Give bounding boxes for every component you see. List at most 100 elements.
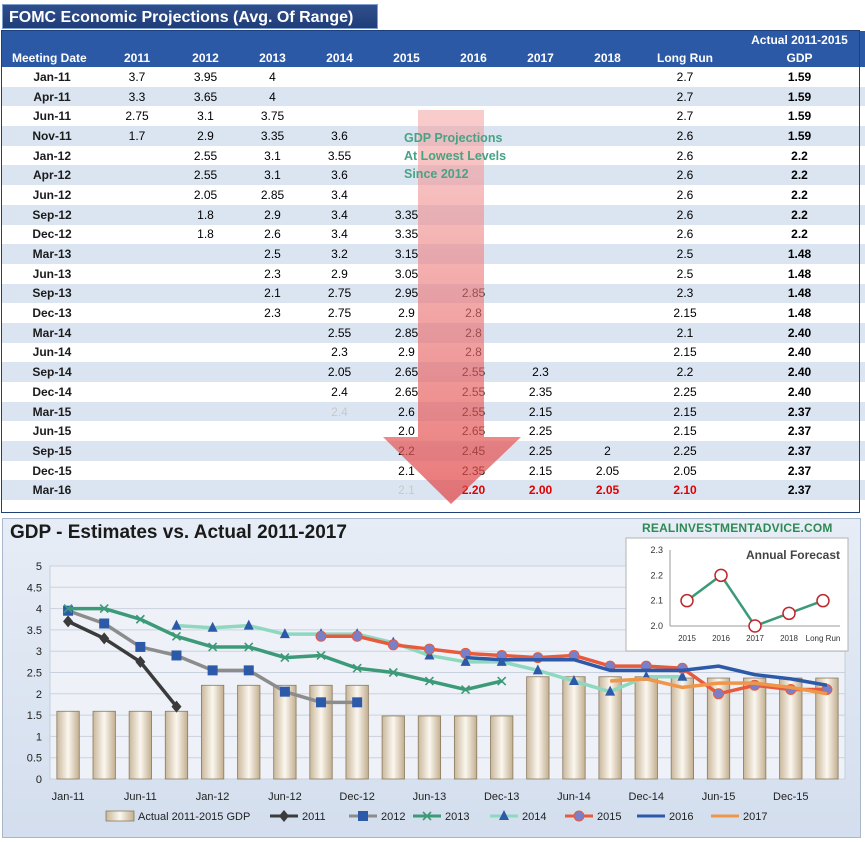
meeting-date-cell: Jan-11 [2, 67, 102, 87]
x-tick-label: Dec-14 [629, 791, 664, 803]
value-cell: 2.05 [172, 185, 239, 205]
value-cell: 4 [239, 67, 306, 87]
value-cell: 2.15 [641, 401, 729, 422]
value-cell: 3.6 [306, 126, 373, 146]
diamond-marker [63, 615, 74, 628]
value-cell: 2.40 [729, 362, 865, 382]
y-tick-label: 2.5 [27, 668, 42, 680]
x-marker [135, 614, 145, 624]
value-cell: 1.59 [729, 67, 865, 87]
value-cell [306, 441, 373, 461]
value-cell [102, 322, 172, 343]
value-cell: 2.05 [306, 362, 373, 382]
square-marker [135, 641, 146, 652]
value-cell [574, 67, 641, 87]
value-cell [102, 204, 172, 225]
value-cell: 2.25 [641, 382, 729, 402]
x-marker [422, 811, 432, 821]
x-tick-label: Dec-15 [773, 791, 808, 803]
value-cell [306, 421, 373, 442]
value-cell [172, 460, 239, 481]
value-cell: 2.15 [507, 401, 574, 422]
gdp-bar [309, 684, 333, 780]
table-title: FOMC Economic Projections (Avg. Of Range… [2, 4, 378, 29]
gdp-bar [92, 710, 116, 780]
square-marker [207, 665, 218, 676]
y-tick-label: 1.5 [27, 710, 42, 722]
meeting-date-cell: Dec-15 [2, 460, 102, 481]
series-line-2017 [610, 677, 828, 696]
circle-marker [713, 688, 725, 700]
diamond-marker [135, 655, 146, 668]
triangle-marker [279, 628, 290, 639]
header-row-top: Actual 2011-2015 [2, 31, 865, 49]
table-row: Sep-15 2.2 2.45 2.25 2 2.25 2.37 [2, 441, 865, 461]
table-row: Jun-15 2.0 2.65 2.25 2.15 2.37 [2, 421, 865, 442]
value-cell [507, 67, 574, 87]
value-cell: 3.4 [306, 224, 373, 245]
x-marker [244, 642, 254, 652]
value-cell [102, 382, 172, 402]
meeting-date-cell: Dec-13 [2, 303, 102, 323]
meeting-date-cell: Dec-14 [2, 382, 102, 402]
inset-y-tick-label: 2.3 [650, 545, 663, 555]
value-cell: 1.48 [729, 244, 865, 264]
diamond-marker [171, 700, 182, 713]
inset-x-tick-label: 2015 [678, 634, 696, 643]
value-cell [507, 106, 574, 127]
value-cell: 2.37 [729, 401, 865, 422]
gdp-bar [56, 710, 80, 780]
gdp-bar [201, 684, 225, 780]
legend-label: Actual 2011-2015 GDP [138, 811, 250, 823]
value-cell: 3.1 [239, 165, 306, 186]
value-cell: 2.9 [172, 126, 239, 146]
value-cell [306, 86, 373, 107]
value-cell: 2.3 [239, 303, 306, 323]
column-header-10: GDP [729, 49, 865, 67]
value-cell: 1.59 [729, 86, 865, 107]
x-tick-label: Jan-12 [196, 791, 230, 803]
value-cell [574, 382, 641, 402]
y-tick-label: 2 [36, 689, 42, 701]
inset-x-tick-label: 2016 [712, 634, 730, 643]
square-marker [352, 697, 363, 708]
x-marker [424, 676, 434, 686]
value-cell [239, 342, 306, 363]
value-cell: 2.1 [239, 283, 306, 304]
circle-marker [423, 643, 435, 655]
value-cell [239, 401, 306, 422]
inset-point [782, 606, 796, 621]
gdp-bar [237, 684, 261, 780]
x-marker [99, 604, 109, 614]
circle-marker [387, 639, 399, 651]
value-cell [102, 244, 172, 264]
value-cell: 2.6 [641, 224, 729, 245]
value-cell: 4 [239, 86, 306, 107]
value-cell: 2 [574, 441, 641, 461]
inset-x-tick-label: Long Run [806, 634, 841, 643]
value-cell: 2.3 [641, 283, 729, 304]
triangle-marker [605, 685, 616, 696]
value-cell: 2.5 [239, 244, 306, 264]
value-cell [102, 165, 172, 186]
circle-marker [351, 630, 363, 642]
inset-y-tick-label: 2.0 [650, 621, 663, 631]
value-cell: 3.75 [239, 106, 306, 127]
value-cell: 2.6 [641, 165, 729, 186]
inset-chart-title: Annual Forecast [746, 548, 840, 562]
value-cell: 2.2 [729, 185, 865, 205]
value-cell [507, 204, 574, 225]
value-cell: 2.40 [729, 322, 865, 343]
value-cell [507, 126, 574, 146]
value-cell: 1.48 [729, 283, 865, 304]
value-cell [239, 480, 306, 501]
value-cell [507, 283, 574, 304]
value-cell [172, 382, 239, 402]
gdp-bar [381, 715, 405, 780]
gdp-bar [706, 677, 731, 780]
meeting-date-cell: Mar-15 [2, 401, 102, 422]
value-cell [574, 421, 641, 442]
meeting-date-cell: Sep-15 [2, 441, 102, 461]
triangle-marker [207, 621, 218, 632]
value-cell: 1.7 [102, 126, 172, 146]
